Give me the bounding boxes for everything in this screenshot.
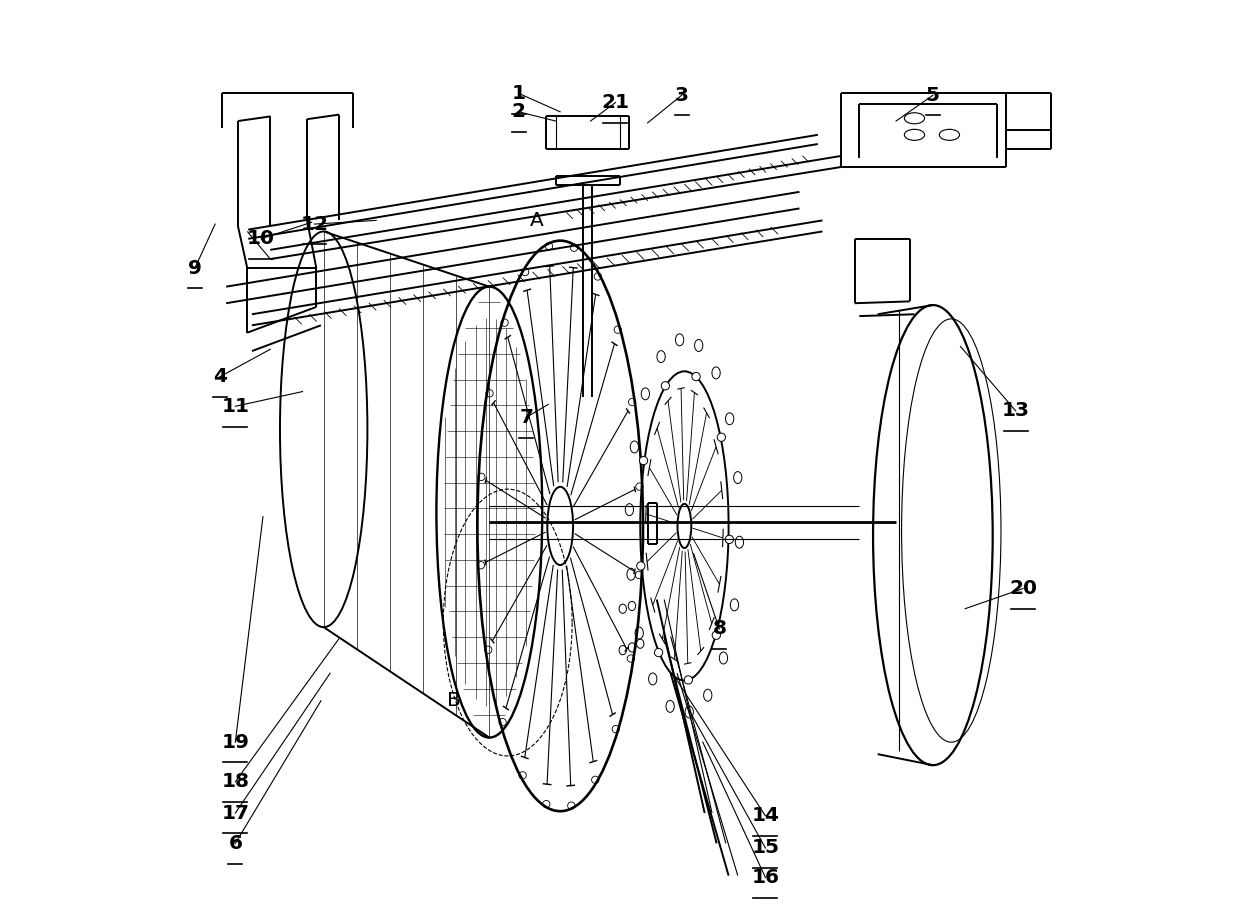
Text: 12: 12 [300,214,329,234]
Text: 15: 15 [751,838,780,857]
Text: B: B [448,691,461,711]
Text: 2: 2 [512,102,526,121]
Text: A: A [531,210,544,230]
Text: 8: 8 [713,619,727,639]
Text: 9: 9 [188,258,202,278]
Text: 3: 3 [675,86,688,104]
Ellipse shape [712,631,720,640]
Ellipse shape [655,649,662,656]
Text: 1: 1 [512,84,526,102]
Ellipse shape [692,373,701,380]
Ellipse shape [725,535,734,544]
Text: 11: 11 [222,397,249,415]
Text: 10: 10 [247,229,275,248]
Text: 5: 5 [926,86,940,104]
Ellipse shape [640,457,647,464]
Text: 16: 16 [751,868,780,887]
Text: 14: 14 [751,807,780,825]
Text: 7: 7 [520,408,533,426]
Text: 13: 13 [1002,402,1029,420]
Text: 18: 18 [222,773,249,791]
Text: 6: 6 [228,833,242,853]
Ellipse shape [717,433,725,441]
Text: 21: 21 [601,93,630,112]
Text: 4: 4 [213,367,227,387]
Text: 19: 19 [222,733,249,751]
Ellipse shape [636,562,645,570]
Text: 20: 20 [1009,579,1037,598]
Ellipse shape [684,676,692,684]
Text: 17: 17 [222,804,249,822]
Ellipse shape [661,382,670,390]
